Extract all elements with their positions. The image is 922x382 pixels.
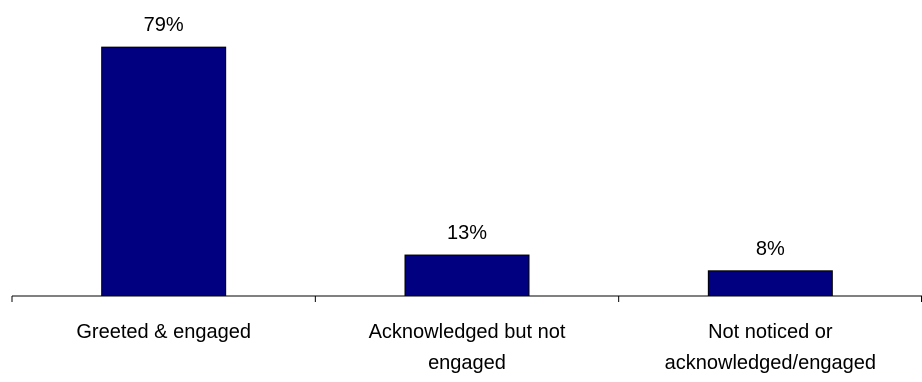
category-label: Acknowledged but not engaged (369, 321, 566, 374)
category-label-line: Not noticed or (708, 321, 833, 343)
data-label: 8% (756, 238, 785, 260)
bars-layer (101, 46, 833, 297)
bar (707, 270, 833, 297)
bar (404, 254, 530, 297)
category-label-line: engaged (428, 352, 506, 374)
data-label: 79% (144, 14, 184, 36)
category-label: Greeted & engaged (76, 321, 251, 343)
x-axis (11, 295, 922, 302)
bar (101, 46, 227, 297)
data-label: 13% (447, 222, 487, 244)
labels-layer: 79% Greeted & engaged 13% Acknowledged but … (76, 14, 876, 374)
category-label-line: acknowledged/engaged (665, 352, 876, 374)
category-label-line: Acknowledged but not (369, 321, 566, 343)
category-label: Not noticed or acknowledged/engaged (665, 321, 876, 374)
category-label-line: Greeted & engaged (76, 321, 251, 343)
